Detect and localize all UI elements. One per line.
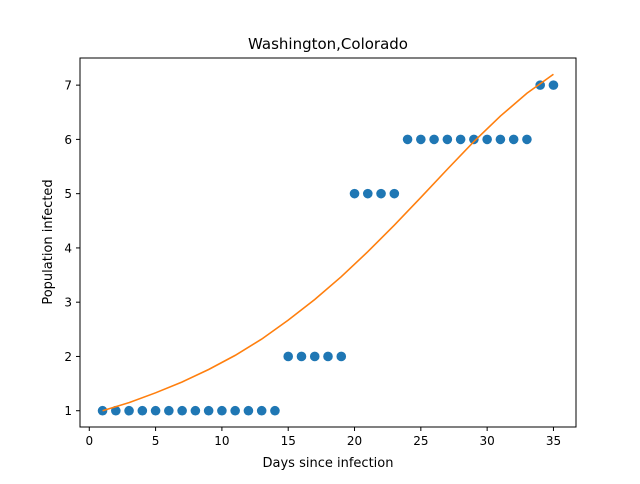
x-axis-ticks: 0 5 10 15 20 25 30 35 <box>85 427 561 448</box>
data-point <box>442 134 453 145</box>
x-tick-label: 0 <box>85 434 93 448</box>
fit-curve-line <box>102 73 554 412</box>
data-point <box>150 405 161 416</box>
data-point <box>349 188 360 199</box>
data-point <box>203 405 214 416</box>
y-tick-label: 7 <box>64 79 72 93</box>
data-point <box>522 134 532 145</box>
x-tick-label: 10 <box>214 434 229 448</box>
data-point <box>230 405 240 416</box>
data-point <box>270 405 280 416</box>
data-point <box>469 134 479 145</box>
data-point <box>402 134 413 145</box>
x-tick-label: 30 <box>480 434 495 448</box>
data-point <box>495 134 506 145</box>
data-point <box>482 134 492 145</box>
y-tick-label: 4 <box>64 241 72 255</box>
x-tick-label: 25 <box>413 434 428 448</box>
data-point <box>164 405 174 416</box>
chart-title: Washington,Colorado <box>248 35 408 53</box>
y-tick-label: 5 <box>64 187 72 201</box>
data-point <box>455 134 466 145</box>
x-tick-label: 35 <box>546 434 561 448</box>
data-point <box>508 134 519 145</box>
x-tick-label: 5 <box>152 434 160 448</box>
x-tick-label: 15 <box>281 434 296 448</box>
data-point <box>296 351 307 362</box>
y-tick-label: 6 <box>64 133 72 147</box>
data-point <box>243 405 254 416</box>
y-tick-label: 1 <box>64 404 72 418</box>
data-point <box>376 188 386 199</box>
data-point <box>111 405 121 416</box>
x-tick-label: 20 <box>347 434 362 448</box>
data-point <box>548 80 559 90</box>
y-axis-label: Population infected <box>41 179 56 304</box>
y-axis-ticks: 1 2 3 4 5 6 7 <box>64 79 80 418</box>
plot-content <box>97 73 559 416</box>
data-point <box>416 134 426 145</box>
data-point <box>137 405 148 416</box>
data-point <box>309 351 320 362</box>
x-axis-label: Days since infection <box>263 456 394 471</box>
y-tick-label: 3 <box>64 296 72 310</box>
data-point <box>323 351 333 362</box>
data-point <box>336 351 347 362</box>
data-point <box>177 405 187 416</box>
data-point <box>217 405 227 416</box>
data-point <box>283 351 294 362</box>
data-point <box>362 188 373 199</box>
data-point <box>190 405 201 416</box>
data-point <box>429 134 439 145</box>
data-point <box>256 405 267 416</box>
data-point <box>124 405 134 416</box>
plot-frame <box>79 57 577 428</box>
y-tick-label: 2 <box>64 350 72 364</box>
data-point <box>389 188 400 199</box>
